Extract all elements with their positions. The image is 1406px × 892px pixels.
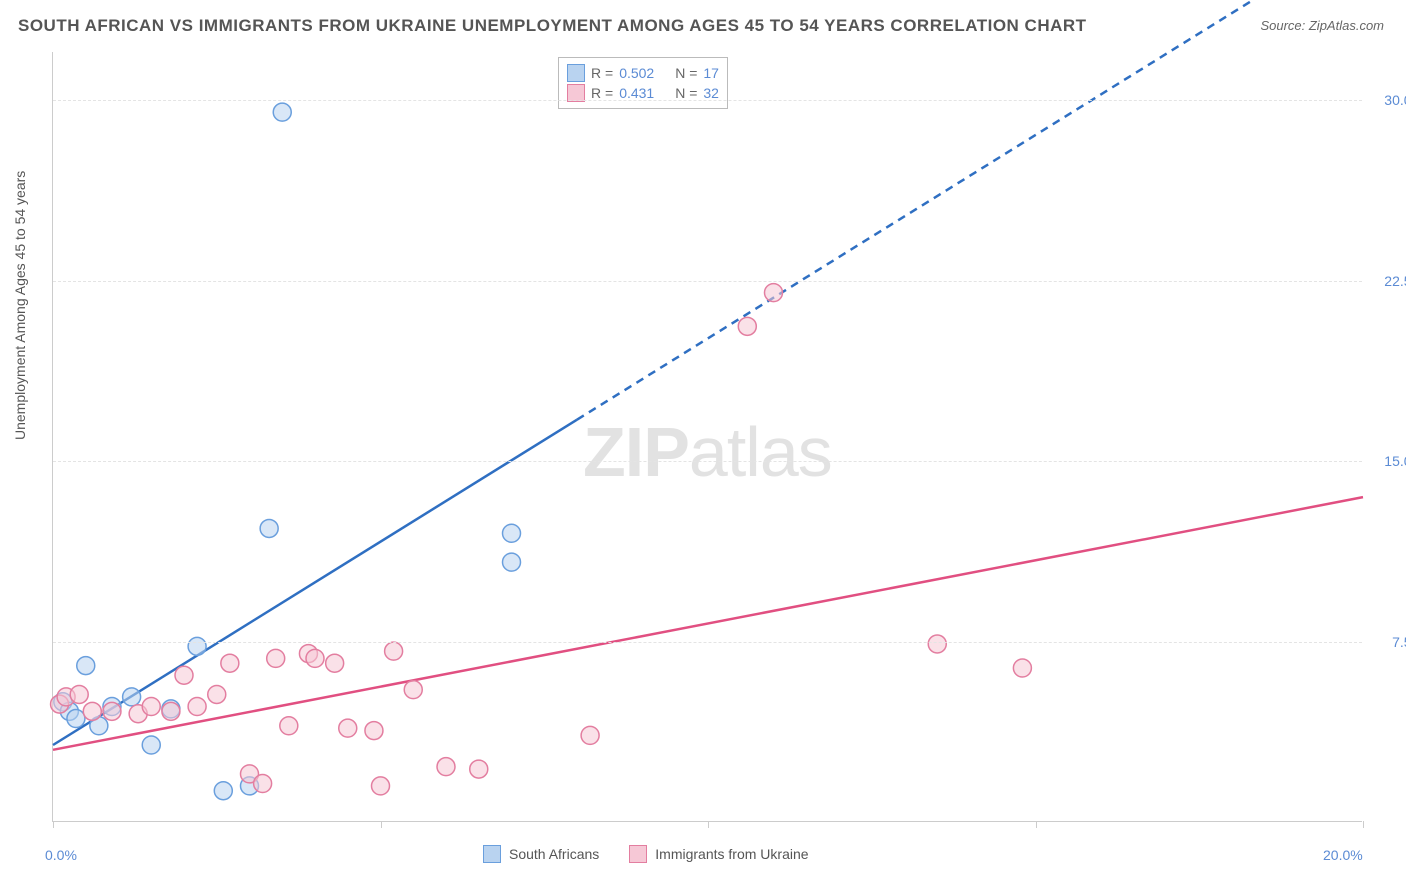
data-point [326, 654, 344, 672]
x-tick-label: 0.0% [45, 847, 77, 863]
source-attribution: Source: ZipAtlas.com [1260, 18, 1384, 33]
data-point [188, 698, 206, 716]
data-point [437, 758, 455, 776]
data-point [142, 736, 160, 754]
plot-area: ZIPatlas R =0.502N =17R =0.431N =32 Sout… [52, 52, 1362, 822]
data-point [503, 553, 521, 571]
data-point [221, 654, 239, 672]
legend-stats-row: R = 0.502 N = 17 [567, 64, 719, 82]
y-tick-label: 30.0% [1369, 92, 1406, 108]
n-label: N = [675, 85, 697, 101]
x-tick-mark [53, 821, 54, 828]
data-point [162, 702, 180, 720]
data-point [260, 519, 278, 537]
data-point [365, 722, 383, 740]
data-point [404, 681, 422, 699]
r-value: 0.431 [619, 85, 669, 101]
data-point [928, 635, 946, 653]
n-label: N = [675, 65, 697, 81]
n-value: 17 [703, 65, 719, 81]
data-point [581, 726, 599, 744]
chart-title: SOUTH AFRICAN VS IMMIGRANTS FROM UKRAINE… [18, 16, 1087, 36]
gridline [53, 100, 1362, 101]
legend-swatch [483, 845, 501, 863]
data-point [188, 637, 206, 655]
data-point [1013, 659, 1031, 677]
x-tick-mark [708, 821, 709, 828]
legend-stats: R = 0.502 N = 17 R = 0.431 N = 32 [558, 57, 728, 109]
x-tick-mark [1036, 821, 1037, 828]
data-point [503, 524, 521, 542]
data-point [83, 702, 101, 720]
n-value: 32 [703, 85, 719, 101]
r-label: R = [591, 65, 613, 81]
data-point [267, 649, 285, 667]
gridline [53, 281, 1362, 282]
x-tick-mark [1363, 821, 1364, 828]
data-point [470, 760, 488, 778]
y-tick-label: 22.5% [1369, 273, 1406, 289]
data-point [214, 782, 232, 800]
data-point [372, 777, 390, 795]
legend-swatch [629, 845, 647, 863]
legend-series: South Africans Immigrants from Ukraine [483, 845, 809, 863]
y-tick-label: 7.5% [1369, 634, 1406, 650]
data-point [103, 702, 121, 720]
data-point [67, 710, 85, 728]
legend-label: South Africans [509, 846, 599, 862]
data-point [77, 657, 95, 675]
data-point [280, 717, 298, 735]
data-point [254, 775, 272, 793]
data-point [175, 666, 193, 684]
chart-svg [53, 52, 1362, 821]
y-axis-label: Unemployment Among Ages 45 to 54 years [12, 171, 28, 440]
gridline [53, 642, 1362, 643]
data-point [339, 719, 357, 737]
data-point [765, 284, 783, 302]
data-point [208, 685, 226, 703]
data-point [273, 103, 291, 121]
legend-swatch [567, 64, 585, 82]
y-tick-label: 15.0% [1369, 453, 1406, 469]
gridline [53, 461, 1362, 462]
data-point [385, 642, 403, 660]
legend-item: South Africans [483, 845, 599, 863]
data-point [738, 317, 756, 335]
r-label: R = [591, 85, 613, 101]
x-tick-mark [381, 821, 382, 828]
data-point [142, 698, 160, 716]
legend-item: Immigrants from Ukraine [629, 845, 808, 863]
legend-label: Immigrants from Ukraine [655, 846, 808, 862]
x-tick-label: 20.0% [1323, 847, 1363, 863]
data-point [123, 688, 141, 706]
data-point [70, 685, 88, 703]
r-value: 0.502 [619, 65, 669, 81]
data-point [306, 649, 324, 667]
